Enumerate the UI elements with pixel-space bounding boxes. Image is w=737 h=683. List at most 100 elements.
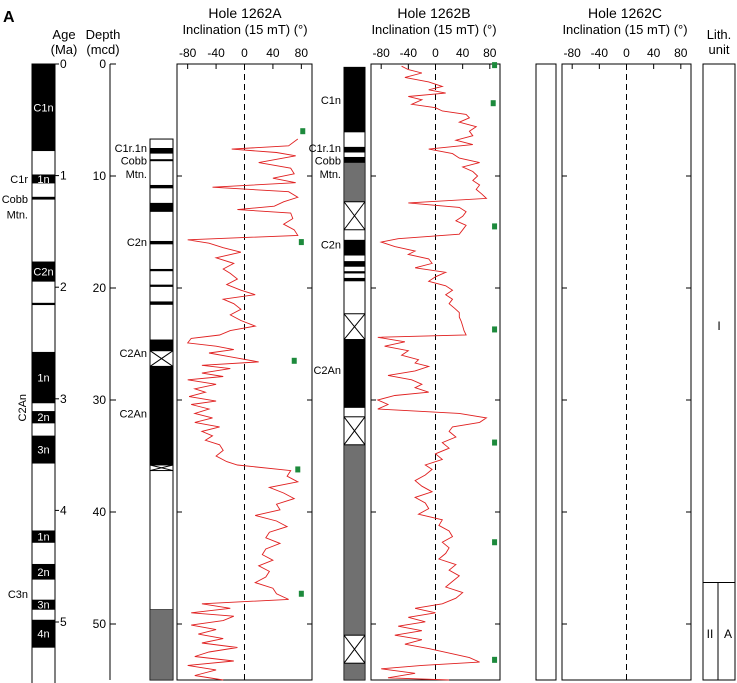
age-band-label: 3n [37,445,49,457]
polarity-black-interval [150,366,173,465]
polarity-gap-cross [343,634,366,664]
lith-unit-title: unit [709,42,730,57]
age-band-label: 4n [37,629,49,641]
age-band-label: 1n [37,174,49,186]
polarity-label: Cobb [315,155,341,167]
panel-label: A [3,9,15,26]
x-tick-label: 40 [456,46,470,60]
hole-b-xlabel: Inclination (15 mT) (°) [371,22,496,37]
x-tick-label: -40 [591,46,609,60]
polarity-black-interval [150,202,173,212]
depth-title: Depth [86,27,121,42]
age-band [32,411,55,424]
age-band [32,530,55,543]
age-side-label: Mtn. [7,210,28,222]
age-band-label: C1n [33,103,53,115]
polarity-gap-cross [343,416,366,446]
polarity-gray-interval [343,162,366,203]
age-band [32,563,55,580]
age-band [32,64,55,152]
x-tick-label: -80 [179,46,197,60]
inclination-trace [186,138,300,681]
age-tick-label: 4 [60,503,67,517]
polarity-label: Cobb [121,155,147,167]
polarity-label: C1r.1n [309,143,341,155]
polarity-label: C2n [321,239,341,251]
lithology-column [702,63,736,681]
age-tick-label: 2 [60,280,67,294]
lith-unit-i: I [717,319,720,333]
x-tick-label: -80 [564,46,582,60]
age-side-label: C1r [10,174,28,186]
polarity-gray-interval [343,444,366,636]
polarity-black-interval [344,239,365,256]
lith-unit-a: A [724,627,732,641]
green-marker [492,62,498,69]
age-tick-label: 0 [60,57,67,71]
polarity-column [535,63,557,681]
polarity-black-interval [344,277,365,282]
depth-tick-label: 10 [93,169,107,183]
polarity-label: C2An [119,408,147,420]
polarity-label: C2n [127,237,147,249]
green-marker [492,539,498,546]
hole-b-title: Hole 1262B [397,5,470,21]
age-band [32,196,55,200]
depth-tick-label: 20 [93,281,107,295]
age-band-label: C2n [33,267,53,279]
polarity-black-interval [150,240,173,245]
age-tick-label: 5 [60,615,67,629]
age-band [32,351,55,404]
polarity-black-interval [150,159,173,162]
green-marker [492,439,498,446]
polarity-gap-cross [149,350,174,367]
green-marker [492,326,498,333]
x-tick-label: 0 [432,46,439,60]
polarity-label: C2An [119,348,147,360]
x-tick-label: 0 [623,46,630,60]
hole-c-title: Hole 1262C [588,5,662,21]
polarity-label: Mtn. [126,169,147,181]
depth-tick-label: 50 [93,617,107,631]
age-tick-label: 3 [60,392,67,406]
age-side-label: Cobb [2,194,28,206]
x-tick-label: 80 [483,46,497,60]
lith-unit-ii: II [707,627,714,641]
polarity-black-interval [344,271,365,274]
x-tick-label: -40 [207,46,225,60]
polarity-black-interval [150,339,173,351]
green-marker [490,100,496,107]
polarity-label: C1n [321,95,341,107]
age-band-label: 2n [37,412,49,424]
polarity-black-interval [344,339,365,408]
polarity-black-interval [150,184,173,189]
polarity-label: Mtn. [320,169,341,181]
depth-tick-label: 30 [93,393,107,407]
green-marker [298,239,304,246]
x-tick-label: 40 [647,46,661,60]
depth-unit: (mcd) [86,42,119,57]
polarity-label: C1r.1n [115,143,147,155]
inclination-trace [376,65,488,681]
age-band [32,302,55,306]
polarity-black-interval [150,268,173,272]
dynamic-layer: C1n 1n C2n 1n 2n 3n 1n 2n 3n 4n 0 1 2 3 4 5 C1r Cobb Mtn. C… [2,46,736,683]
age-band [32,599,55,610]
green-marker [300,128,306,135]
x-tick-label: -40 [400,46,418,60]
polarity-black-interval [344,261,365,267]
age-band-label: 2n [37,567,49,579]
hole-a-xlabel: Inclination (15 mT) (°) [182,22,307,37]
depth-tick-label: 40 [93,505,107,519]
age-band [32,619,55,648]
x-tick-label: 40 [266,46,280,60]
age-side-label: C3n [8,589,28,601]
green-marker [291,357,297,364]
hole-a-title: Hole 1262A [208,5,282,21]
polarity-gap-cross [343,313,366,340]
age-c2an-label: C2An [17,394,29,422]
green-marker [295,466,301,473]
x-tick-label: -80 [373,46,391,60]
polarity-black-interval [344,156,365,163]
